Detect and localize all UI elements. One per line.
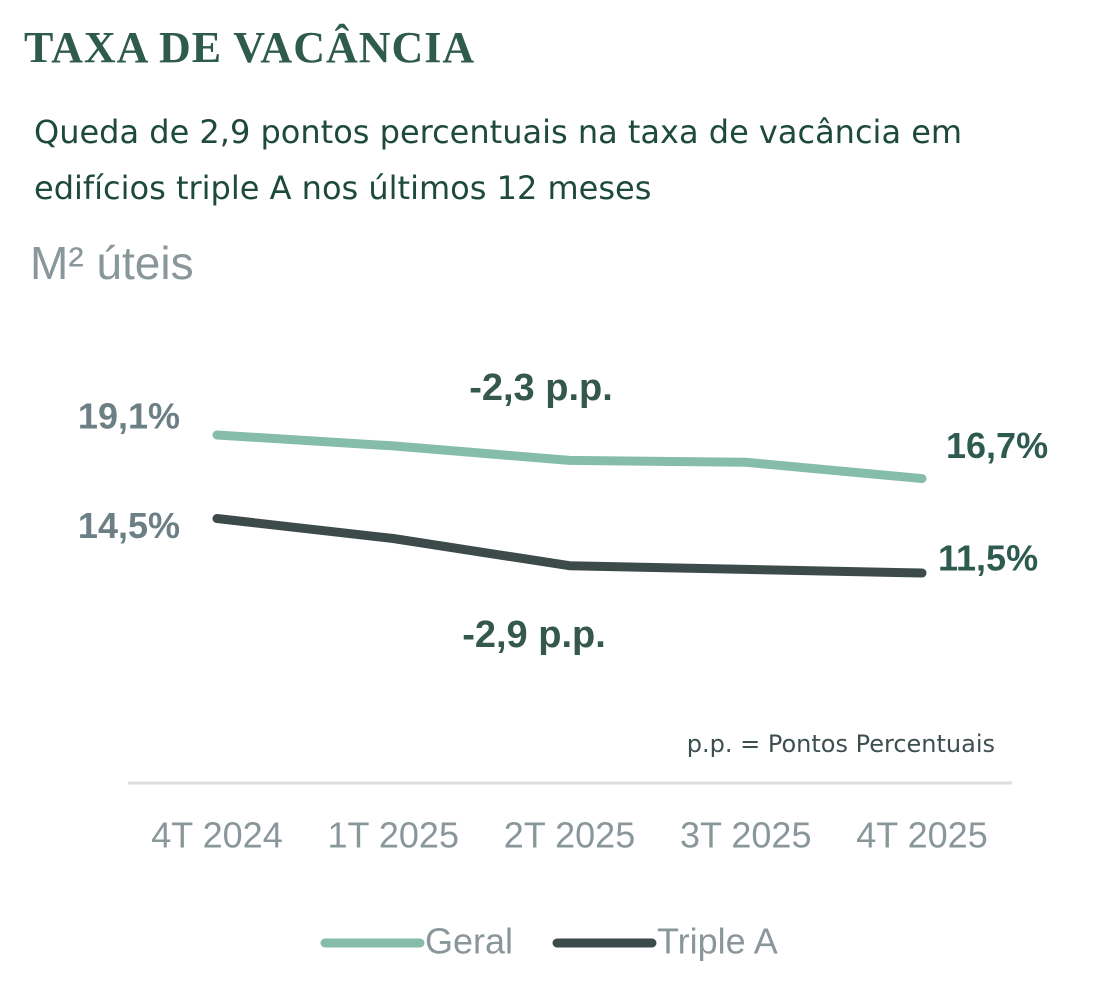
data-label: 19,1%	[78, 396, 180, 437]
x-tick-label: 3T 2025	[680, 815, 811, 856]
annotation: -2,3 p.p.	[469, 367, 613, 409]
chart-title: TAXA DE VACÂNCIA	[24, 23, 476, 72]
note: p.p. = Pontos Percentuais	[687, 730, 995, 758]
y-axis-label: M² úteis	[30, 237, 194, 289]
x-tick-label: 1T 2025	[328, 815, 459, 856]
line	[212, 430, 927, 484]
x-tick-label: 2T 2025	[504, 815, 635, 856]
chart-subtitle: Queda de 2,9 pontos percentuais na taxa …	[34, 113, 963, 207]
line	[212, 514, 927, 578]
legend-label: Triple A	[657, 921, 778, 962]
data-label: 11,5%	[938, 538, 1038, 579]
x-tick-label: 4T 2025	[856, 815, 987, 856]
annotation: -2,9 p.p.	[462, 614, 606, 656]
legend-label: Geral	[425, 921, 513, 962]
data-label: 14,5%	[78, 505, 180, 546]
x-tick-label: 4T 2024	[151, 815, 282, 856]
data-label: 16,7%	[946, 425, 1048, 466]
